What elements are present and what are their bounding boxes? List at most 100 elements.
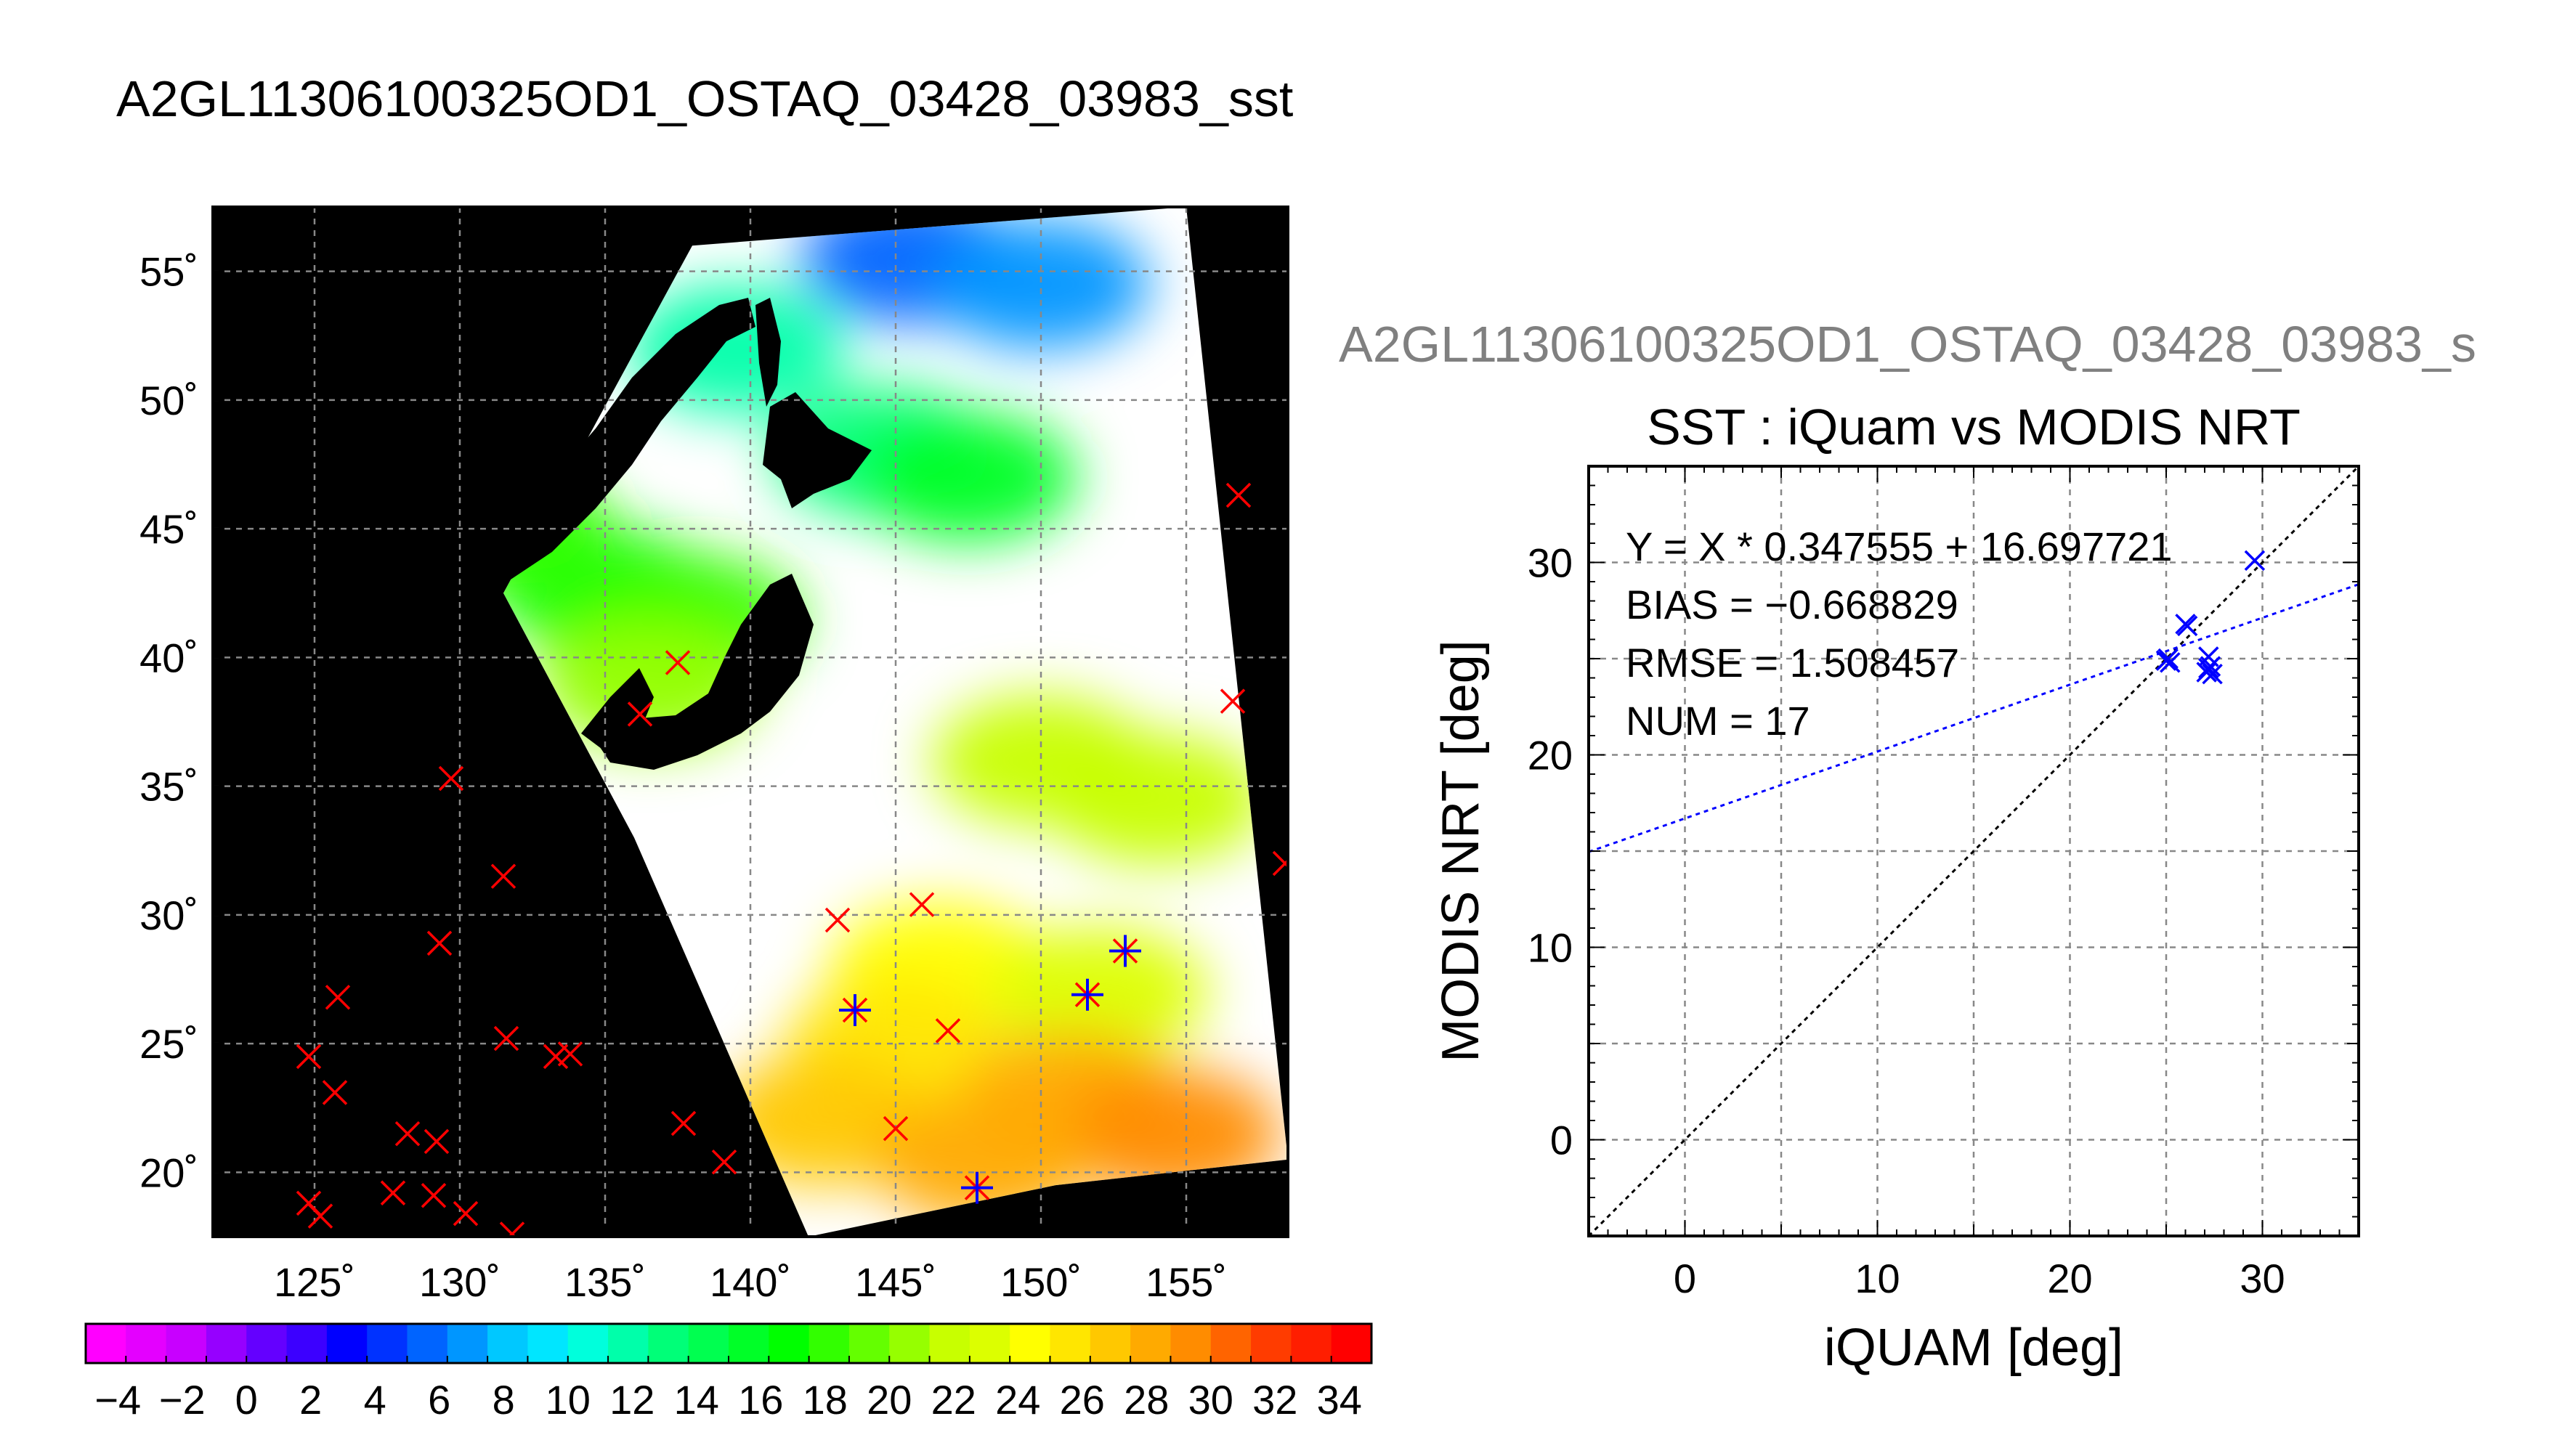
colorbar-cell (729, 1324, 769, 1363)
map-y-tick-label: 55˚ (139, 249, 198, 295)
scatter-point (2176, 615, 2198, 637)
iquam-marker (1220, 688, 1246, 714)
colorbar-cell (929, 1324, 970, 1363)
iquam-marker (499, 1221, 525, 1237)
land-sakhalin (755, 298, 781, 407)
scatter-x-tick-label: 10 (1855, 1256, 1900, 1301)
colorbar-cell (326, 1324, 368, 1363)
iquam-marker (307, 1203, 333, 1229)
iquam-marker-stroke (438, 765, 464, 792)
iquam-marker-stroke (426, 930, 453, 956)
scatter-point-stroke (2196, 662, 2217, 683)
scatter-plot: SST : iQuam vs MODIS NRT 0 10 20 300102030 … (1432, 399, 2360, 1377)
modis-marker (1071, 978, 1103, 1011)
colorbar-cell (648, 1324, 689, 1363)
iquam-marker-stroke (380, 1180, 406, 1205)
iquam-marker (665, 650, 691, 675)
iquam-marker (557, 1041, 583, 1067)
colorbar-tick-label: 14 (674, 1377, 719, 1423)
colorbar-tick-label: 12 (609, 1377, 655, 1423)
colorbar-cell (769, 1324, 810, 1363)
iquam-marker (490, 863, 516, 889)
iquam-marker-stroke (325, 985, 351, 1010)
iquam-marker (627, 701, 653, 727)
sst-patch (1048, 733, 1266, 865)
scatter-point (2198, 658, 2219, 679)
colorbar-cell (848, 1324, 890, 1363)
iquam-marker (909, 892, 935, 917)
iquam-marker-stroke (909, 892, 935, 917)
scatter-x-tick-label: 30 (2240, 1256, 2285, 1301)
colorbar-cell (527, 1324, 569, 1363)
colorbar-cell (1210, 1324, 1252, 1363)
colorbar-cell (126, 1324, 167, 1363)
land-korea (581, 668, 654, 755)
colorbar-cell (286, 1324, 328, 1363)
iquam-marker (380, 1180, 406, 1205)
scatter-point (2157, 648, 2179, 670)
scatter-point-stroke (2157, 648, 2179, 670)
sst-patch (990, 927, 1208, 1058)
map-y-tick-label: 45˚ (139, 506, 198, 552)
iquam-marker-stroke (507, 1221, 525, 1237)
iquam-marker-stroke (296, 1190, 322, 1216)
colorbar-tick-label: 24 (995, 1377, 1040, 1423)
scatter-ylabel: MODIS NRT [deg] (1432, 640, 1490, 1062)
sst-patch (932, 219, 1150, 350)
map-axis-ticks: 125˚ 130˚ 135˚ 140˚ 145˚ 150˚ 155˚ 20˚ 25˚ 30˚ 35˚… (139, 249, 1227, 1305)
map-title: A2GL11306100325OD1_OSTAQ_03428_03983_sst (116, 70, 1293, 127)
modis-marker (961, 1171, 993, 1204)
colorbar-cell (166, 1324, 207, 1363)
colorbar-tick-label: 34 (1317, 1377, 1362, 1423)
map-grid (213, 207, 1288, 1237)
map-x-tick-label: 145˚ (855, 1259, 936, 1305)
scatter-x-tick-label: 0 (1674, 1256, 1696, 1301)
colorbar-cell (1170, 1324, 1212, 1363)
scatter-stat-equation: Y = X * 0.347555 + 16.697721 (1626, 524, 2173, 569)
iquam-marker-stroke (394, 1121, 421, 1147)
iquam-marker-stroke (1272, 858, 1288, 877)
iquam-marker (438, 765, 464, 792)
colorbar-tick-label: 18 (803, 1377, 848, 1423)
scatter-point (2202, 663, 2223, 685)
colorbar-tick-label: 28 (1124, 1377, 1169, 1423)
colorbar-cell (206, 1324, 247, 1363)
scatter-header: A2GL11306100325OD1_OSTAQ_03428_03983_s (1339, 316, 2476, 373)
colorbar-cell (367, 1324, 408, 1363)
iquam-marker (394, 1121, 421, 1147)
colorbar-tick-label: 22 (931, 1377, 976, 1423)
iquam-marker (1225, 482, 1252, 508)
scatter-y-tick-label: 10 (1528, 925, 1573, 971)
iquam-marker-stroke (883, 1115, 909, 1142)
land-asia-coast (436, 298, 755, 581)
map-x-tick-label: 140˚ (710, 1259, 791, 1305)
sst-patch (859, 412, 1077, 543)
iquam-marker-stroke (670, 1110, 697, 1136)
iquam-marker (424, 1128, 450, 1155)
scatter-y-tick-label: 20 (1528, 733, 1573, 778)
iquam-marker-stroke (307, 1203, 333, 1229)
colorbar-tick-label: 20 (867, 1377, 912, 1423)
scatter-xlabel: iQUAM [deg] (1824, 1319, 2123, 1377)
scatter-point-stroke (2244, 550, 2266, 572)
map-y-tick-label: 20˚ (139, 1150, 198, 1195)
scatter-stat-rmse: RMSE = 1.508457 (1626, 640, 1959, 686)
colorbar-tick-label: −2 (159, 1377, 206, 1423)
scatter-points (2155, 550, 2266, 685)
map-x-tick-label: 135˚ (564, 1259, 646, 1305)
colorbar-cell (246, 1324, 288, 1363)
colorbar-cell (447, 1324, 488, 1363)
modis-marker (1109, 935, 1141, 967)
map-y-tick-label: 25˚ (139, 1021, 198, 1067)
scatter-x-tick-label: 20 (2047, 1256, 2092, 1301)
scatter-title: SST : iQuam vs MODIS NRT (1647, 399, 2301, 455)
colorbar-cell (889, 1324, 931, 1363)
iquam-marker (426, 930, 453, 956)
iquam-marker (493, 1025, 519, 1052)
iquam-marker (296, 1044, 322, 1070)
colorbar-cell (1010, 1324, 1051, 1363)
iquam-marker (824, 907, 851, 933)
colorbar-cell (86, 1324, 126, 1363)
map-markers (296, 482, 1288, 1237)
